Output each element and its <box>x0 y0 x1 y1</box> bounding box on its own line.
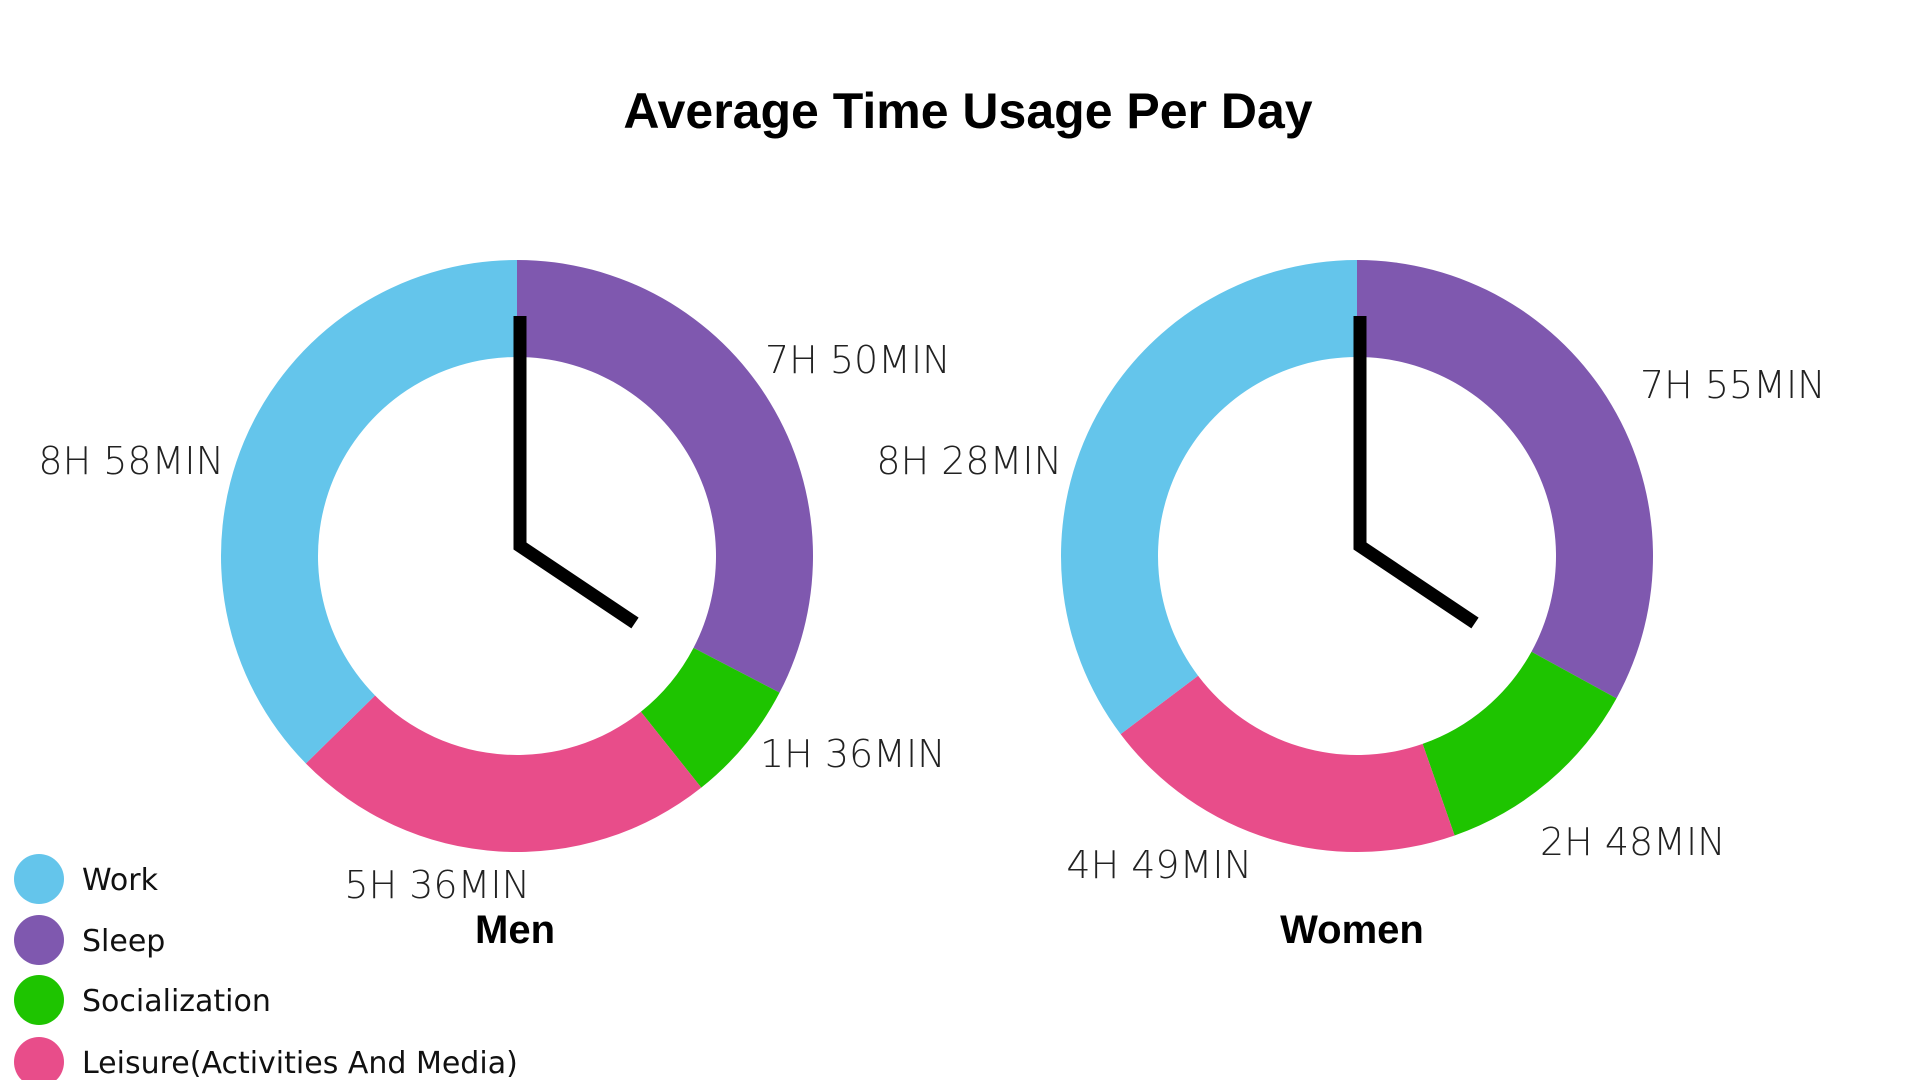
donut-men: 8H 58MIN 7H 50MIN 1H 36MIN 5H 36MIN <box>38 260 951 907</box>
chart-title: Average Time Usage Per Day <box>623 83 1312 139</box>
data-label-men-leisure: 5H 36MIN <box>344 863 530 907</box>
slice-men-sleep <box>517 260 814 693</box>
slice-men-work <box>221 260 517 764</box>
clock-hand-men <box>513 316 639 629</box>
data-label-women-work: 8H 28MIN <box>876 439 1062 483</box>
data-label-men-socialization: 1H 36MIN <box>760 732 946 776</box>
legend-label-work: Work <box>82 863 159 898</box>
data-label-men-sleep: 7H 50MIN <box>765 338 951 382</box>
legend-label-leisure: Leisure(Activities And Media) <box>82 1046 518 1080</box>
legend-swatch-leisure <box>14 1037 64 1080</box>
chart-name-women: Women <box>1280 908 1424 952</box>
donut-women: 8H 28MIN 7H 55MIN 2H 48MIN 4H 49MIN <box>876 260 1826 887</box>
legend-swatch-socialization <box>14 975 64 1025</box>
chart-name-men: Men <box>475 908 555 952</box>
data-label-men-work: 8H 58MIN <box>38 439 224 483</box>
legend-label-sleep: Sleep <box>82 924 165 959</box>
legend: Work Sleep Socialization Leisure(Activities… <box>14 854 518 1080</box>
legend-swatch-sleep <box>14 915 64 965</box>
slice-men-socialization <box>640 647 780 788</box>
data-label-women-sleep: 7H 55MIN <box>1640 363 1826 407</box>
legend-label-socialization: Socialization <box>82 984 271 1019</box>
data-label-women-socialization: 2H 48MIN <box>1540 820 1726 864</box>
clock-hand-women <box>1353 316 1479 629</box>
slice-women-leisure <box>1120 675 1455 852</box>
slice-men-leisure <box>305 695 702 852</box>
data-label-women-leisure: 4H 49MIN <box>1066 843 1252 887</box>
slice-women-work <box>1061 260 1357 735</box>
slice-women-sleep <box>1357 260 1653 699</box>
slice-women-socialization <box>1422 651 1617 836</box>
legend-swatch-work <box>14 854 64 904</box>
